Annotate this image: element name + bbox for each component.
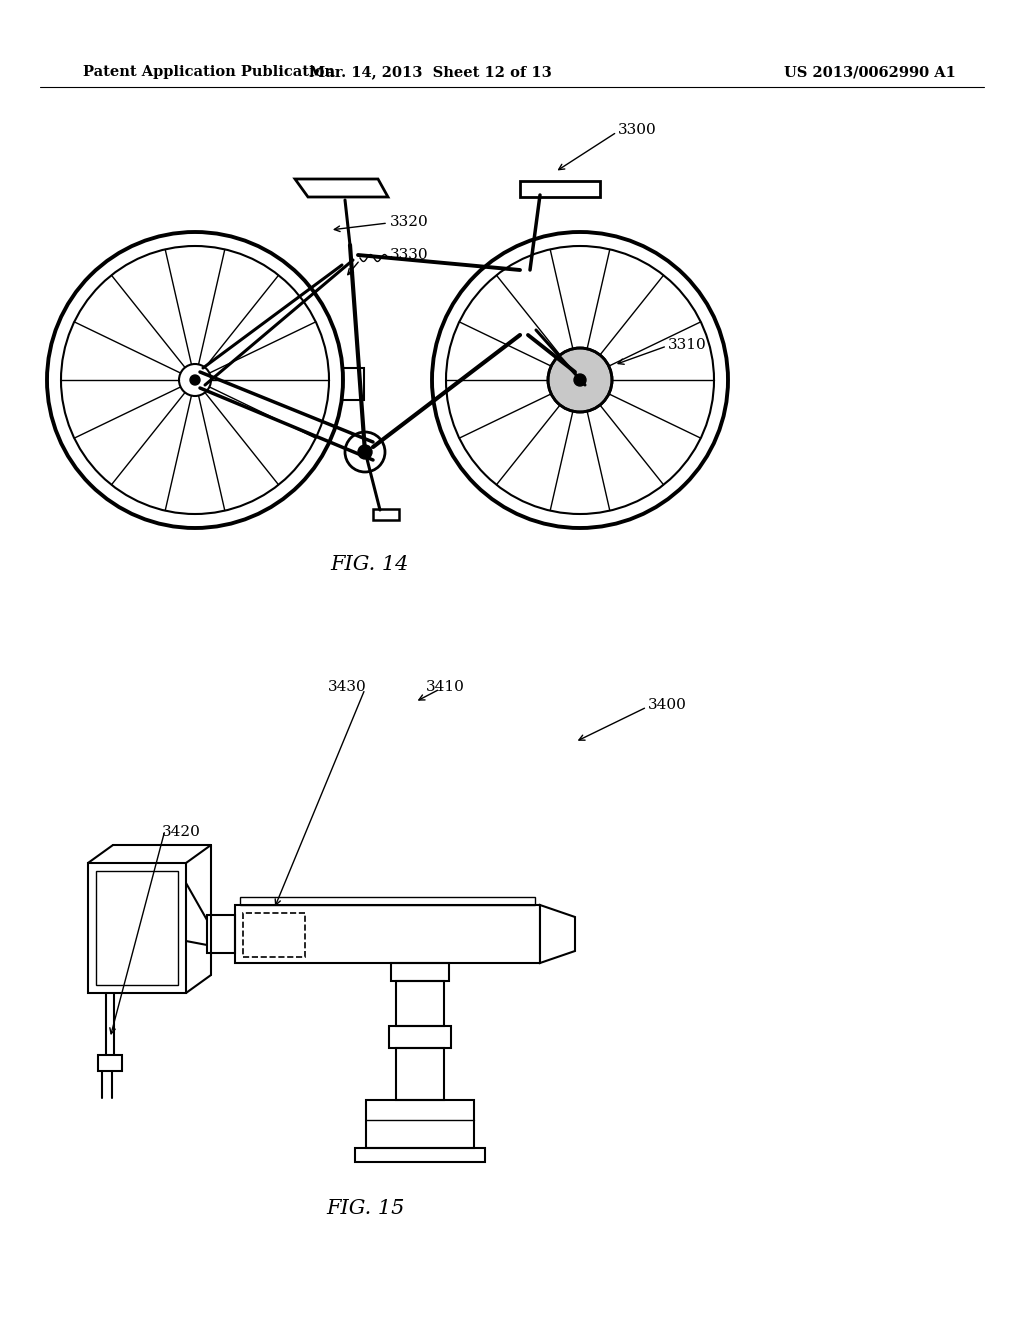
Circle shape (548, 348, 612, 412)
Bar (96, 871, 178, 985)
Bar (355, 1148, 485, 1162)
Bar (396, 981, 444, 1026)
Polygon shape (295, 180, 388, 197)
Bar (88, 863, 186, 993)
Bar (520, 181, 600, 197)
Bar (234, 906, 540, 964)
Bar (391, 964, 449, 981)
Bar (342, 368, 364, 400)
Text: Patent Application Publication: Patent Application Publication (83, 65, 335, 79)
Text: 3300: 3300 (618, 123, 656, 137)
Bar (240, 898, 535, 906)
Text: 3410: 3410 (426, 680, 465, 694)
Circle shape (574, 374, 586, 385)
Text: FIG. 15: FIG. 15 (326, 1199, 404, 1217)
Circle shape (190, 375, 200, 385)
Text: 3420: 3420 (162, 825, 201, 840)
Bar (207, 915, 234, 953)
Bar (366, 1100, 474, 1148)
Text: FIG. 14: FIG. 14 (331, 556, 410, 574)
Text: 3330: 3330 (390, 248, 429, 261)
Bar (396, 1048, 444, 1100)
Polygon shape (540, 906, 575, 964)
Bar (98, 1055, 122, 1071)
Bar (373, 510, 399, 520)
Bar (243, 913, 305, 957)
Text: 3310: 3310 (668, 338, 707, 352)
Text: 3320: 3320 (390, 215, 429, 228)
Text: US 2013/0062990 A1: US 2013/0062990 A1 (784, 65, 956, 79)
Text: Mar. 14, 2013  Sheet 12 of 13: Mar. 14, 2013 Sheet 12 of 13 (308, 65, 551, 79)
Circle shape (358, 445, 372, 459)
Bar (389, 1026, 451, 1048)
Text: 3430: 3430 (329, 680, 367, 694)
Text: 3400: 3400 (648, 698, 687, 711)
